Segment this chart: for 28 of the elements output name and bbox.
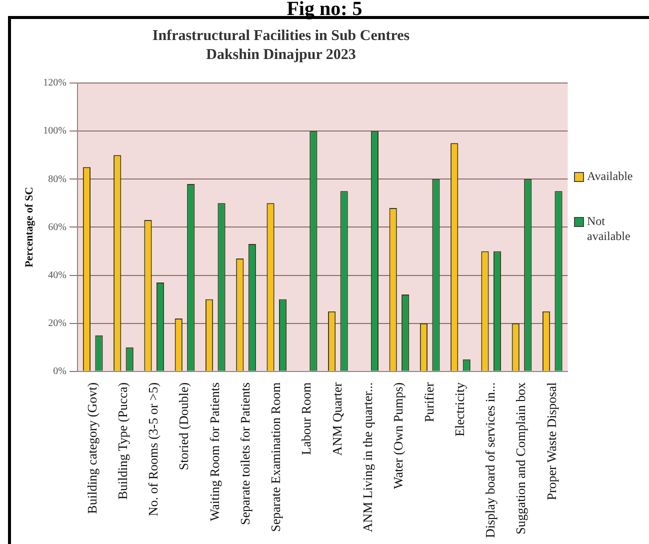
text: Dakshin Dinajpur 2023 bbox=[206, 47, 356, 63]
x-tick-label: Separate toilets for Patients bbox=[237, 382, 252, 526]
y-axis-title: Percentage of SC bbox=[23, 186, 36, 268]
x-tick-label: Purifier bbox=[421, 382, 436, 422]
x-tick-label: Electricity bbox=[452, 382, 467, 437]
y-tick-label: 40% bbox=[48, 270, 67, 281]
y-tick-label: 100% bbox=[43, 126, 67, 137]
y-tick-label: 20% bbox=[48, 318, 67, 329]
legend-label: Available bbox=[587, 169, 633, 184]
y-tick-label: 80% bbox=[48, 174, 67, 185]
y-tick-label: 0% bbox=[53, 366, 67, 378]
legend-label: Not available bbox=[587, 214, 632, 244]
x-tick-label: Storied (Double) bbox=[176, 382, 192, 470]
x-tick-label: ANM Quarter bbox=[329, 382, 344, 456]
x-tick-label: No. of Rooms (3-5 or >5) bbox=[146, 382, 161, 516]
x-tick-label: Proper Waste Disposal bbox=[544, 382, 559, 500]
x-tick-label: Display board of services in... bbox=[482, 382, 498, 538]
text: Infrastructural Facilities in Sub Centres bbox=[152, 28, 410, 44]
x-tick-label: Labour Room bbox=[298, 382, 314, 455]
x-tick-label: ANM Living in the quarter... bbox=[360, 382, 375, 532]
y-tick-label: 120% bbox=[43, 78, 67, 89]
x-tick-label: Building category (Govt) bbox=[84, 382, 100, 514]
y-tick-label: 60% bbox=[48, 222, 67, 233]
x-tick-label: Water (Own Pumps) bbox=[390, 382, 406, 489]
x-tick-label: Suggation and Complain box bbox=[513, 382, 528, 534]
x-tick-label: Separate Examination Room bbox=[268, 382, 284, 532]
x-tick-label: Waiting Room for Patients bbox=[206, 382, 222, 522]
x-tick-label: Building Type (Pucca) bbox=[114, 382, 130, 500]
